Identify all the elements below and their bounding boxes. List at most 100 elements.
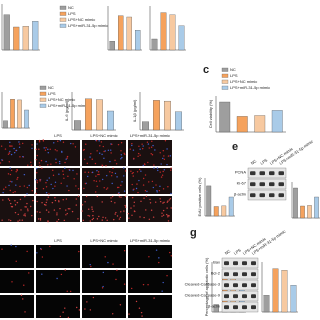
cell-dot bbox=[145, 195, 148, 198]
cell-dot bbox=[111, 171, 113, 174]
cell-dot bbox=[170, 207, 172, 209]
bar bbox=[109, 41, 115, 51]
cell-dot bbox=[98, 173, 100, 176]
cell-dot bbox=[81, 204, 84, 206]
cell-dot bbox=[10, 153, 13, 156]
cell-dot bbox=[31, 214, 33, 217]
cell-dot bbox=[98, 152, 101, 154]
cell-dot bbox=[43, 203, 46, 206]
cell-dot bbox=[170, 169, 172, 171]
legend-label: NC bbox=[48, 85, 54, 90]
cell-dot bbox=[159, 152, 161, 154]
cell-dot bbox=[101, 165, 104, 167]
cell-dot bbox=[39, 211, 41, 214]
cell-dot bbox=[112, 313, 114, 315]
cell-dot bbox=[124, 195, 127, 198]
cell-dot bbox=[27, 164, 29, 166]
cell-dot bbox=[26, 250, 28, 253]
cell-dot bbox=[148, 181, 150, 183]
cell-dot bbox=[58, 173, 60, 175]
cell-dot bbox=[28, 272, 30, 274]
legend-swatch bbox=[39, 85, 47, 90]
cell-dot bbox=[106, 219, 108, 222]
blot-band bbox=[269, 171, 275, 176]
cell-dot bbox=[116, 186, 119, 189]
cell-dot bbox=[39, 178, 41, 181]
cell-dot bbox=[2, 199, 4, 201]
cell-dot bbox=[131, 196, 134, 199]
micrograph bbox=[36, 245, 80, 268]
cell-dot bbox=[77, 218, 79, 220]
micrograph bbox=[0, 140, 34, 166]
cell-dot bbox=[62, 173, 65, 176]
cell-dot bbox=[133, 201, 136, 204]
cell-dot bbox=[7, 173, 10, 175]
cell-dot bbox=[114, 202, 116, 204]
cell-dot bbox=[112, 263, 114, 265]
cell-dot bbox=[148, 218, 151, 220]
blot-band bbox=[224, 261, 229, 266]
cell-dot bbox=[87, 175, 89, 178]
micrograph bbox=[0, 196, 34, 222]
legend-label: LPS+miR-31-5p mimic bbox=[48, 103, 88, 108]
cell-dot bbox=[161, 290, 163, 292]
cell-dot bbox=[71, 210, 74, 213]
cell-dot bbox=[59, 139, 62, 142]
cell-dot bbox=[160, 176, 163, 178]
cell-dot bbox=[102, 216, 104, 219]
cell-dot bbox=[95, 175, 97, 177]
cell-dot bbox=[45, 186, 48, 188]
cell-dot bbox=[4, 148, 7, 150]
cell-dot bbox=[162, 170, 164, 173]
cell-dot bbox=[56, 214, 58, 216]
cell-dot bbox=[24, 213, 26, 215]
cell-dot bbox=[106, 174, 108, 177]
cell-dot bbox=[75, 185, 77, 187]
cell-dot bbox=[47, 148, 49, 151]
cell-dot bbox=[150, 209, 153, 211]
cell-dot bbox=[56, 150, 58, 152]
cell-dot bbox=[136, 171, 139, 173]
cell-dot bbox=[67, 175, 69, 178]
cell-dot bbox=[78, 309, 81, 311]
cell-dot bbox=[131, 214, 133, 217]
cell-dot bbox=[95, 180, 98, 182]
cell-dot bbox=[118, 192, 120, 194]
cell-dot bbox=[36, 211, 38, 213]
cell-dot bbox=[112, 167, 114, 170]
cell-dot bbox=[114, 213, 116, 215]
blot-band bbox=[269, 182, 275, 187]
legend-swatch bbox=[39, 103, 47, 108]
blot-frame bbox=[247, 189, 287, 201]
cell-dot bbox=[131, 144, 133, 147]
cell-dot bbox=[166, 201, 168, 203]
cell-dot bbox=[101, 287, 104, 289]
legend-label: LPS+miR-31-5p mimic bbox=[230, 85, 270, 90]
bar bbox=[85, 98, 92, 131]
cell-dot bbox=[101, 201, 103, 203]
cell-dot bbox=[46, 199, 48, 201]
cell-dot bbox=[2, 191, 4, 194]
cell-dot bbox=[77, 188, 80, 190]
cell-dot bbox=[15, 184, 17, 186]
cell-dot bbox=[84, 182, 87, 185]
cell-dot bbox=[114, 172, 117, 175]
blot-label: Bcl-2 bbox=[211, 271, 221, 276]
cell-dot bbox=[26, 186, 29, 189]
bar bbox=[126, 16, 132, 51]
cell-dot bbox=[35, 192, 37, 195]
cell-dot bbox=[99, 180, 101, 182]
cell-dot bbox=[150, 146, 153, 148]
cell-dot bbox=[92, 210, 94, 213]
cell-dot bbox=[159, 171, 161, 173]
cell-dot bbox=[103, 150, 105, 153]
cell-dot bbox=[36, 181, 38, 184]
cell-dot bbox=[115, 278, 117, 281]
blot-label: β-actin bbox=[234, 192, 246, 197]
cell-dot bbox=[54, 181, 57, 183]
cell-dot bbox=[1, 248, 3, 250]
bar bbox=[290, 285, 297, 313]
cell-dot bbox=[132, 171, 134, 174]
cell-dot bbox=[141, 143, 143, 145]
blot-band bbox=[259, 171, 265, 176]
